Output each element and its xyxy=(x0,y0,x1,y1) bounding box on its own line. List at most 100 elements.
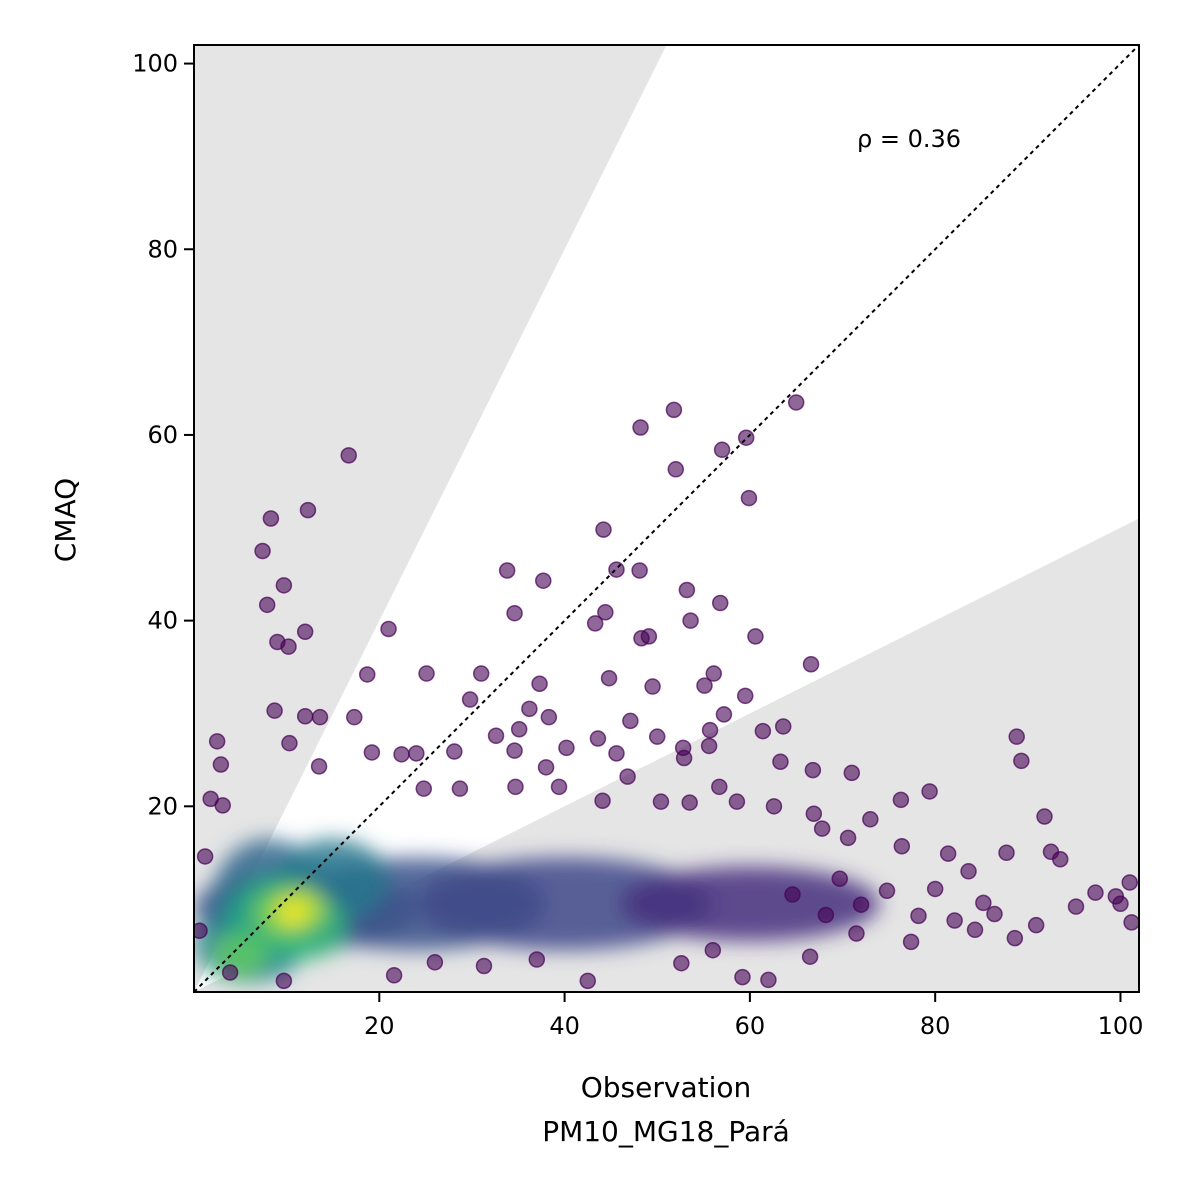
data-point xyxy=(986,905,1003,923)
data-point xyxy=(774,718,792,735)
data-point xyxy=(715,706,733,723)
data-point xyxy=(535,572,552,589)
data-point xyxy=(926,880,944,898)
data-point xyxy=(734,968,751,986)
data-point xyxy=(451,780,469,797)
data-point xyxy=(704,941,722,959)
x-tick-label: 80 xyxy=(920,1012,951,1040)
data-point xyxy=(893,837,911,855)
data-point xyxy=(426,954,444,971)
data-point xyxy=(852,896,870,913)
data-point xyxy=(772,753,789,770)
data-point xyxy=(787,394,805,411)
data-point xyxy=(359,666,376,683)
data-point xyxy=(682,612,699,629)
data-point xyxy=(831,870,848,887)
x-tick-label: 100 xyxy=(1098,1012,1144,1040)
y-tick-label: 40 xyxy=(147,607,178,635)
data-point xyxy=(681,794,698,811)
data-point xyxy=(586,615,604,632)
data-point xyxy=(595,521,612,538)
data-point xyxy=(619,768,636,785)
data-point xyxy=(475,957,493,975)
data-point xyxy=(648,728,666,745)
data-point xyxy=(802,656,820,673)
x-tick-label: 20 xyxy=(364,1012,395,1040)
data-point xyxy=(975,894,992,912)
data-point xyxy=(540,708,558,726)
x-tick-label: 60 xyxy=(735,1012,766,1040)
y-tick-label: 60 xyxy=(147,421,178,449)
data-point xyxy=(817,906,835,924)
data-point xyxy=(550,778,568,796)
data-point xyxy=(498,562,516,579)
data-point xyxy=(728,793,746,810)
data-point xyxy=(340,447,357,464)
plot-frame xyxy=(193,44,1140,993)
data-point xyxy=(385,967,403,984)
x-axis-label: Observation xyxy=(581,1071,752,1104)
data-point xyxy=(784,886,801,903)
y-axis: 20 40 60 80 100 xyxy=(132,50,194,820)
data-point xyxy=(1008,728,1025,745)
data-point xyxy=(673,954,690,972)
data-point xyxy=(747,628,764,645)
data-point xyxy=(1052,850,1069,868)
data-point xyxy=(380,620,397,638)
data-point xyxy=(558,739,575,757)
data-point xyxy=(705,665,722,682)
data-point xyxy=(878,882,896,900)
reference-line xyxy=(194,45,1139,992)
data-point xyxy=(711,778,728,796)
data-point xyxy=(737,687,754,705)
data-point xyxy=(1123,914,1139,931)
data-point xyxy=(446,743,463,760)
data-point xyxy=(754,722,772,740)
data-point xyxy=(622,712,639,730)
data-point xyxy=(212,756,230,773)
data-point xyxy=(258,596,276,614)
data-point xyxy=(363,744,381,761)
data-point xyxy=(194,922,208,939)
data-point xyxy=(608,561,625,578)
x-axis-sublabel: PM10_MG18_Pará xyxy=(542,1115,790,1148)
data-point xyxy=(281,734,298,752)
data-point xyxy=(939,845,957,862)
y-axis-label: CMAQ xyxy=(49,478,82,562)
data-point xyxy=(262,510,280,527)
data-point xyxy=(254,542,271,560)
data-point xyxy=(652,793,670,810)
data-point xyxy=(675,749,693,767)
data-point xyxy=(862,811,879,828)
data-point xyxy=(804,761,822,779)
data-point xyxy=(737,429,755,446)
data-point xyxy=(1013,752,1030,770)
data-point xyxy=(632,419,649,436)
data-point xyxy=(579,972,596,990)
data-point xyxy=(839,829,857,847)
data-point xyxy=(296,708,314,725)
x-axis: 20 40 60 80 100 xyxy=(364,992,1143,1040)
y-tick-label: 20 xyxy=(147,792,178,820)
data-point xyxy=(678,581,696,599)
data-point xyxy=(507,778,524,796)
data-point xyxy=(848,925,865,942)
data-point xyxy=(1006,929,1024,947)
y-tick-label: 100 xyxy=(132,50,178,78)
data-point xyxy=(665,401,683,419)
data-point xyxy=(813,820,831,837)
data-point xyxy=(472,665,490,682)
data-point xyxy=(1027,916,1045,934)
data-point xyxy=(487,727,505,745)
data-point xyxy=(667,461,685,478)
data-point xyxy=(608,745,625,762)
data-point xyxy=(346,708,363,726)
data-point xyxy=(221,964,239,981)
data-point xyxy=(506,604,523,622)
data-point xyxy=(1112,895,1129,913)
data-point xyxy=(640,628,658,645)
density-blob xyxy=(620,866,880,941)
data-point xyxy=(740,489,758,507)
data-point xyxy=(418,665,435,682)
